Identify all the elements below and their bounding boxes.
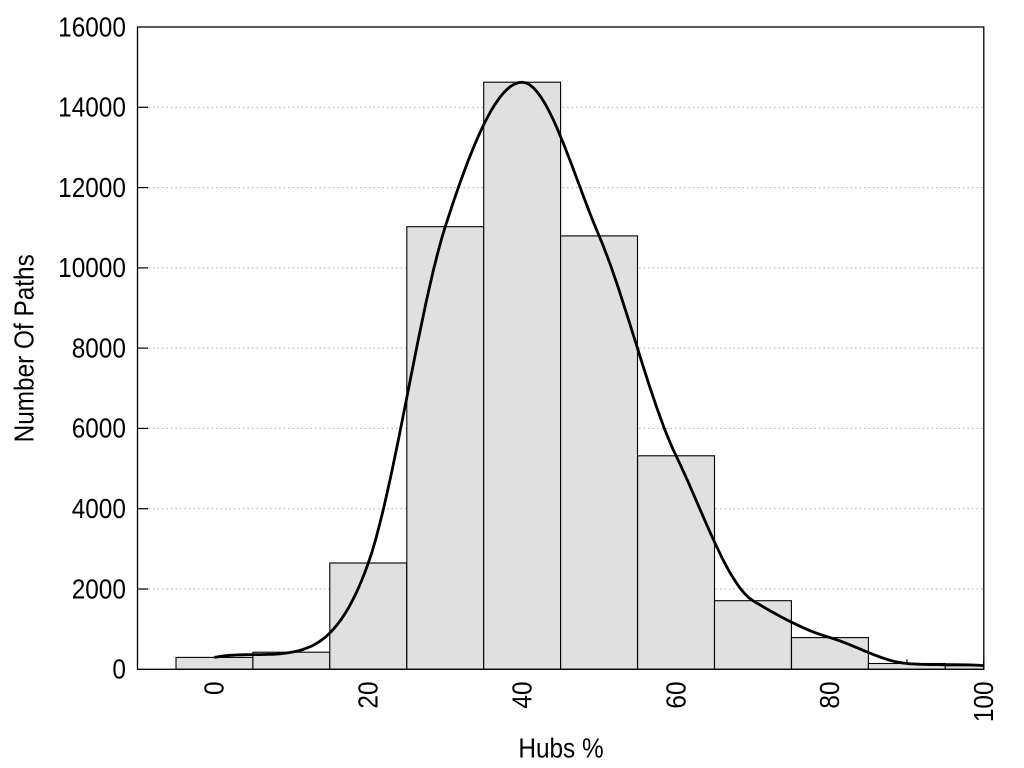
svg-text:0: 0: [198, 682, 230, 696]
svg-text:20: 20: [352, 682, 384, 709]
svg-text:2000: 2000: [72, 573, 126, 605]
svg-text:14000: 14000: [58, 91, 126, 123]
svg-text:80: 80: [814, 682, 846, 709]
svg-text:8000: 8000: [72, 332, 126, 364]
svg-text:4000: 4000: [72, 492, 126, 524]
svg-text:16000: 16000: [58, 11, 126, 43]
svg-text:Number Of Paths: Number Of Paths: [8, 254, 40, 442]
svg-text:100: 100: [967, 682, 999, 723]
svg-text:10000: 10000: [58, 252, 126, 284]
svg-text:60: 60: [660, 682, 692, 709]
svg-text:6000: 6000: [72, 412, 126, 444]
svg-text:Hubs %: Hubs %: [518, 732, 603, 764]
svg-text:40: 40: [506, 682, 538, 709]
svg-text:12000: 12000: [58, 171, 126, 203]
svg-text:0: 0: [112, 653, 126, 685]
